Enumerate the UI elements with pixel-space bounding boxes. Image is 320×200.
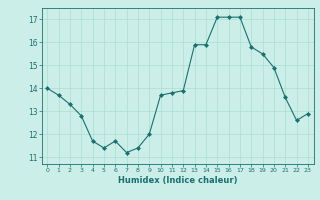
X-axis label: Humidex (Indice chaleur): Humidex (Indice chaleur) — [118, 176, 237, 185]
